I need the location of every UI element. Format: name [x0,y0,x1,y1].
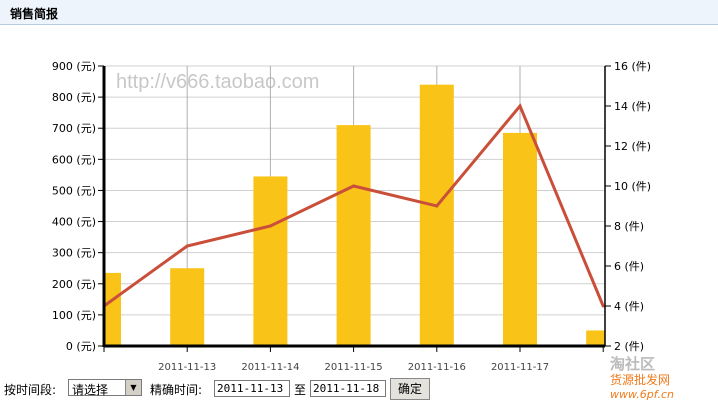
right-tick-label: 12 (件) [614,140,651,153]
left-tick-label: 900 (元) [52,60,96,73]
bar [419,84,454,347]
left-tick-label: 100 (元) [52,309,96,322]
right-tick-label: 4 (件) [614,300,644,313]
sales-chart: http://v666.taobao.com 0 (元) 100 (元) 200 (… [52,60,651,373]
to-label: 至 [294,383,307,397]
panel-title: 销售简报 [10,7,59,21]
period-select-value: 请选择 [72,383,109,397]
line-point [435,204,439,208]
period-label: 按时间段: [4,383,57,397]
bar [170,268,205,346]
right-tick-label: 6 (件) [614,260,644,273]
bar [336,125,371,346]
confirm-button[interactable]: 确定 [390,378,430,400]
line-point [352,184,356,188]
x-tick-label: 2011-11-14 [241,362,299,373]
left-tick-label: 500 (元) [52,184,96,197]
left-tick-label: 0 (元) [66,340,96,353]
x-tick-label: 2011-11-16 [408,362,466,373]
date-to-input[interactable]: 2011-11-18 [310,380,386,397]
bar [104,272,121,346]
exact-time-label: 精确时间: [150,383,203,397]
right-tick-label: 16 (件) [614,60,651,73]
bar [503,132,537,346]
x-tick-label: 2011-11-13 [158,362,216,373]
watermark-text: http://v666.taobao.com [116,71,319,93]
x-tick-label: 2011-11-15 [325,362,383,373]
period-select[interactable]: 请选择 ▼ [68,379,142,397]
panel-header: 销售简报 [0,0,718,25]
right-tick-label: 14 (件) [614,100,651,113]
left-tick-label: 200 (元) [52,278,96,291]
date-from-input[interactable]: 2011-11-13 [214,380,290,397]
left-tick-label: 700 (元) [52,122,96,135]
right-tick-label: 10 (件) [614,180,651,193]
x-tick-label: 2011-11-17 [491,362,549,373]
line-point [185,244,189,248]
line-point [518,104,522,108]
site-logo-watermark: 淘社区 货源批发网 www.6pf.cn [610,355,674,401]
line-point [601,304,605,308]
right-tick-label: 8 (件) [614,220,644,233]
left-tick-label: 600 (元) [52,153,96,166]
right-tick-label: 2 (件) [614,340,644,353]
left-tick-label: 800 (元) [52,91,96,104]
bar [586,330,605,346]
left-tick-label: 300 (元) [52,247,96,260]
line-point [268,224,272,228]
bar [253,176,288,346]
left-tick-label: 400 (元) [52,216,96,229]
chevron-down-icon[interactable]: ▼ [125,380,141,395]
